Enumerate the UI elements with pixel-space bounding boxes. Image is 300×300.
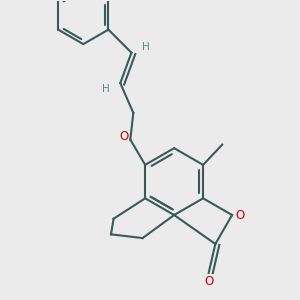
Text: H: H <box>102 84 110 94</box>
Text: H: H <box>142 42 149 52</box>
Text: O: O <box>119 130 128 143</box>
Text: O: O <box>236 208 245 221</box>
Text: O: O <box>204 274 213 288</box>
